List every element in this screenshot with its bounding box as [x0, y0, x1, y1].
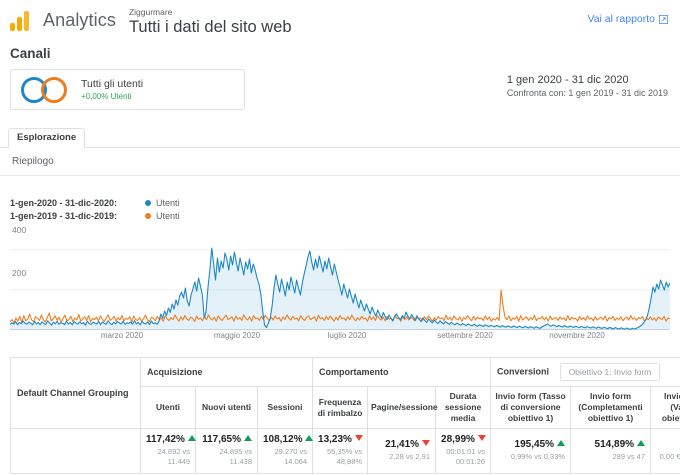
y-tick-400: 400 [12, 225, 27, 235]
summary-cell-comparison: 0,00 € vs 0,00 € [659, 452, 680, 461]
summary-cell-percent: 514,89% [576, 439, 646, 450]
arrow-up-icon [557, 440, 566, 446]
arrow-up-icon [187, 435, 196, 441]
property-name: Ziggurmare [128, 7, 173, 17]
segment-rings-icon [21, 76, 73, 103]
x-tick-0: marzo 2020 [100, 331, 144, 340]
summary-cell-comparison: 00:01:01 vs 00:01:26 [446, 447, 486, 466]
app-header: Analytics Ziggurmare Tutti i dati del si… [0, 0, 680, 40]
legend-primary-dot-icon [145, 199, 151, 206]
summary-cell-comparison: 29.270 vs 14.064 [274, 447, 308, 466]
summary-cell-5: 28,99% 00:01:01 vs 00:01:26 [435, 428, 492, 474]
summary-cell-comparison: 2,28 vs 2,91 [389, 452, 431, 461]
summary-cell-percent: 195,45% [496, 439, 566, 450]
summary-cell-4: 21,41% 2,28 vs 2,91 [367, 428, 437, 474]
summary-cell-percent: 108,12% [263, 434, 314, 445]
view-name: Tutti i dati del sito web [128, 18, 292, 36]
metric-header-pagine-sessione[interactable]: Pagine/sessione [367, 386, 438, 429]
table-group-header-row: Default Channel Grouping Acquisizione Co… [10, 357, 680, 429]
legend-primary-series: Utenti [156, 197, 180, 208]
arrow-up-icon [244, 435, 252, 441]
chart-x-axis: marzo 2020 maggio 2020 luglio 2020 sette… [10, 331, 670, 345]
conversion-goal-select[interactable]: Obiettivo 1: Invio form [559, 363, 661, 381]
group-header-acquisizione: Acquisizione [139, 357, 314, 387]
chart-plot-area: 400 200 [10, 225, 670, 330]
summary-cell-comparison: 55,35% vs 48,88% [327, 447, 363, 466]
analytics-logo-icon [10, 9, 34, 31]
brand-name: Analytics [43, 10, 116, 30]
chart-line-primary [10, 247, 670, 330]
go-to-report-label: Vai al rapporto [587, 13, 655, 25]
chart-line-compare [10, 289, 670, 324]
legend-compare-dot-icon [145, 212, 151, 219]
summary-cell-comparison: 24.895 vs 11.438 [219, 447, 252, 466]
summary-cell-1: 117,65% 24.895 vs 11.438 [195, 428, 258, 474]
summary-cell-8: 0,00% 0,00 € vs 0,00 € [650, 428, 680, 474]
arrow-up-icon [305, 435, 314, 441]
summary-cell-percent: 117,65% [201, 434, 252, 445]
summary-cell-3: 13,23% 55,35% vs 48,88% [312, 428, 369, 474]
metric-header-completamenti[interactable]: Invio form (Completamenti obiettivo 1) [570, 386, 652, 429]
y-tick-200: 200 [12, 268, 27, 278]
summary-cell-2: 108,12% 29.270 vs 14.064 [256, 428, 314, 474]
header-default-channel-grouping[interactable]: Default Channel Grouping [10, 357, 141, 429]
summary-cell-comparison: 24.892 vs 11.449 [157, 447, 190, 466]
date-range-picker[interactable]: 1 gen 2020 - 31 dic 2020 Confronta con: … [507, 69, 668, 99]
channel-summary-table: Default Channel Grouping Acquisizione Co… [10, 357, 680, 474]
metric-header-valore-obiettivo[interactable]: Invio form (Valore obiettivo 1) [650, 386, 680, 429]
metric-header-sessioni[interactable]: Sessioni [256, 386, 314, 429]
summary-cell-comparison: 0,99% vs 0,33% [510, 452, 566, 461]
summary-cell-percent: 117,42% [146, 434, 196, 445]
go-to-report-link[interactable]: Vai al rapporto [587, 13, 668, 25]
date-range-primary: 1 gen 2020 - 31 dic 2020 [506, 74, 629, 86]
segment-delta: +0,00% Utenti [81, 91, 132, 101]
metric-header-frequenza-rimbalzo[interactable]: Frequenza di rimbalzo [312, 386, 369, 429]
segment-all-users[interactable]: Tutti gli utenti +0,00% Utenti [10, 69, 245, 110]
segment-and-daterange-row: Tutti gli utenti +0,00% Utenti 1 gen 202… [0, 61, 680, 119]
sub-nav: Riepilogo [0, 148, 680, 176]
subnav-item-riepilogo[interactable]: Riepilogo [12, 156, 54, 167]
x-tick-4: novembre 2020 [549, 331, 605, 340]
chart-svg [10, 247, 670, 330]
external-link-icon [659, 14, 668, 24]
arrow-down-icon [354, 435, 363, 441]
summary-cell-6: 195,45% 0,99% vs 0,33% [490, 428, 572, 474]
summary-cell-percent: 21,41% [373, 439, 431, 450]
metric-header-durata-sessione-media[interactable]: Durata sessione media [435, 386, 492, 429]
tab-esplorazione[interactable]: Esplorazione [8, 128, 86, 148]
summary-row-dimension-cell [10, 428, 141, 474]
arrow-up-icon [637, 440, 646, 446]
metric-header-utenti[interactable]: Utenti [140, 386, 196, 429]
x-tick-2: luglio 2020 [327, 331, 367, 340]
tab-bar: Esplorazione [0, 127, 680, 148]
summary-cell-percent: 0,00% [656, 439, 680, 450]
group-header-conversioni: Conversioni Obiettivo 1: Invio form [490, 357, 680, 387]
legend-row-primary: 1-gen-2020 - 31-dic-2020: Utenti [10, 196, 670, 209]
table-row: 117,42% 24.892 vs 11.449 117,65% 24.895 vs … [10, 428, 680, 474]
arrow-down-icon [477, 435, 486, 441]
legend-primary-range: 1-gen-2020 - 31-dic-2020: [10, 197, 118, 208]
chart-legend: 1-gen-2020 - 31-dic-2020: Utenti 1-gen-2… [10, 196, 670, 222]
summary-cell-7: 514,89% 289 vs 47 [570, 428, 652, 474]
x-tick-1: maggio 2020 [213, 331, 261, 340]
metric-header-tasso-conversione[interactable]: Invio form (Tasso di conversione obietti… [490, 386, 572, 429]
summary-cell-percent: 28,99% [441, 434, 486, 445]
property-selector[interactable]: Ziggurmare Tutti i dati del sito web [129, 7, 292, 37]
segment-name: Tutti gli utenti [81, 77, 144, 90]
summary-cell-0: 117,42% 24.892 vs 11.449 [140, 428, 196, 474]
users-timeseries-chart: 1-gen-2020 - 31-dic-2020: Utenti 1-gen-2… [0, 176, 680, 345]
summary-cell-percent: 13,23% [318, 434, 363, 445]
group-header-comportamento: Comportamento [312, 357, 492, 387]
legend-compare-series: Utenti [156, 210, 180, 221]
legend-compare-range: 1-gen-2019 - 31-dic-2019: [10, 210, 118, 221]
group-header-conversioni-label: Conversioni [497, 366, 550, 377]
arrow-down-icon [422, 440, 431, 446]
page-title: Canali [10, 46, 51, 61]
x-tick-3: settembre 2020 [437, 331, 493, 340]
date-range-compare: Confronta con: 1 gen 2019 - 31 dic 2019 [506, 88, 668, 98]
summary-cell-comparison: 289 vs 47 [612, 452, 646, 461]
metric-header-nuovi-utenti[interactable]: Nuovi utenti [195, 386, 258, 429]
legend-row-compare: 1-gen-2019 - 31-dic-2019: Utenti [10, 209, 670, 222]
